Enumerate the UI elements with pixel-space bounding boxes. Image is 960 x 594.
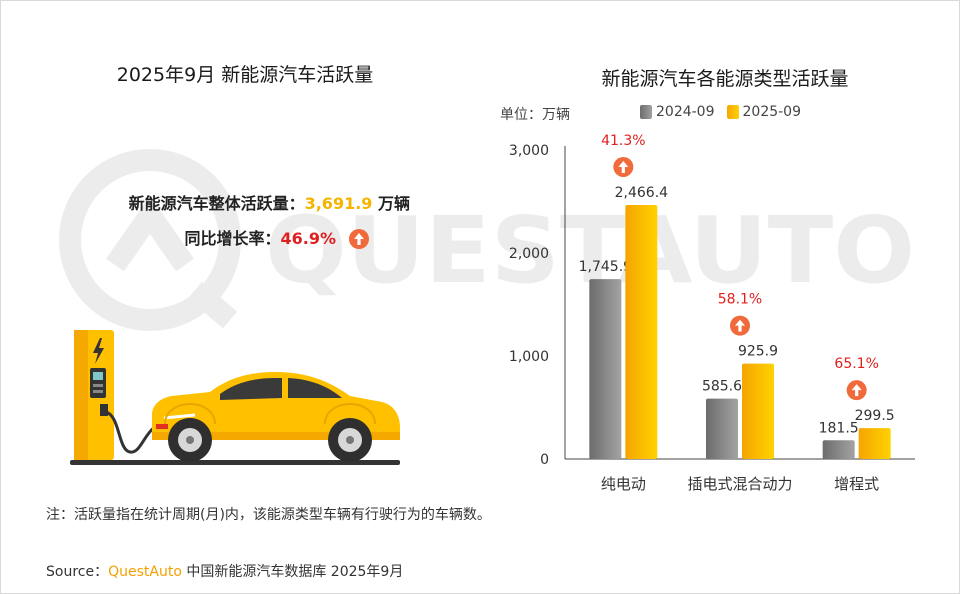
left-title: 2025年9月 新能源汽车活跃量 [116, 64, 374, 86]
growth-rate-label: 41.3% [601, 133, 645, 149]
yoy-value: 46.9% [280, 229, 336, 248]
ev-car-icon [152, 372, 400, 462]
bar-2025-09-2 [858, 428, 891, 459]
charging-station-icon [74, 330, 165, 460]
bar-2024-09-0 [589, 279, 622, 459]
bar-value-label: 585.6 [702, 379, 742, 395]
yoy-label: 同比增长率： [184, 229, 281, 248]
total-activity-label: 新能源汽车整体活跃量： [128, 194, 305, 213]
legend-item-2025: 2025-09 [726, 104, 802, 120]
growth-up-arrow-glyph [618, 160, 629, 173]
unit-label: 单位：万辆 [500, 107, 570, 123]
yoy-up-arrow-icon [349, 229, 369, 249]
y-tick-label: 2,000 [509, 246, 549, 262]
growth-rate-label: 58.1% [718, 292, 762, 308]
source-prefix: Source： [46, 564, 109, 580]
chart-title: 新能源汽车各能源类型活跃量 [601, 68, 849, 90]
growth-up-arrow-glyph [851, 384, 862, 397]
legend-swatch-2025 [726, 105, 739, 119]
bar-value-label: 299.5 [855, 408, 895, 424]
source-suffix: 中国新能源汽车数据库 2025年9月 [181, 564, 404, 580]
y-tick-label: 0 [540, 452, 549, 468]
legend-label-2025: 2025-09 [742, 104, 802, 120]
y-tick-label: 1,000 [509, 349, 549, 365]
bar-value-label: 925.9 [738, 344, 778, 360]
x-category-label: 纯电动 [601, 475, 646, 493]
ev-charging-illustration [70, 330, 400, 465]
total-activity-unit: 万辆 [372, 194, 410, 213]
legend-swatch-2024 [640, 105, 652, 119]
total-activity-row: 新能源汽车整体活跃量：3,691.9 万辆 [0, 190, 410, 214]
legend-label-2024: 2024-09 [656, 104, 715, 120]
bar-value-label: 181.5 [819, 420, 859, 436]
growth-rate-label: 65.1% [834, 356, 878, 372]
bar-2025-09-1 [742, 363, 774, 459]
ground-line [70, 460, 400, 465]
growth-up-arrow-glyph [735, 319, 745, 332]
source-line: Source：QuestAuto 中国新能源汽车数据库 2025年9月 [46, 561, 403, 581]
x-category-label: 增程式 [834, 475, 879, 493]
bar-value-label: 1,745.9 [579, 259, 632, 275]
source-brand: QuestAuto [108, 564, 182, 580]
legend-item-2024: 2024-09 [640, 104, 715, 120]
bar-value-label: 2,466.4 [615, 185, 669, 201]
bar-2025-09-0 [625, 204, 658, 459]
bar-2024-09-1 [706, 398, 738, 459]
footnote: 注：活跃量指在统计周期(月)内，该能源类型车辆有行驶行为的车辆数。 [46, 507, 491, 523]
total-activity-value: 3,691.9 [304, 194, 373, 213]
chart-legend: 2024-09 2025-09 [640, 104, 813, 120]
y-tick-label: 3,000 [509, 143, 549, 159]
bar-2024-09-2 [822, 440, 855, 459]
x-category-label: 插电式混合动力 [687, 475, 792, 493]
yoy-row: 同比增长率：46.9% [0, 225, 336, 249]
